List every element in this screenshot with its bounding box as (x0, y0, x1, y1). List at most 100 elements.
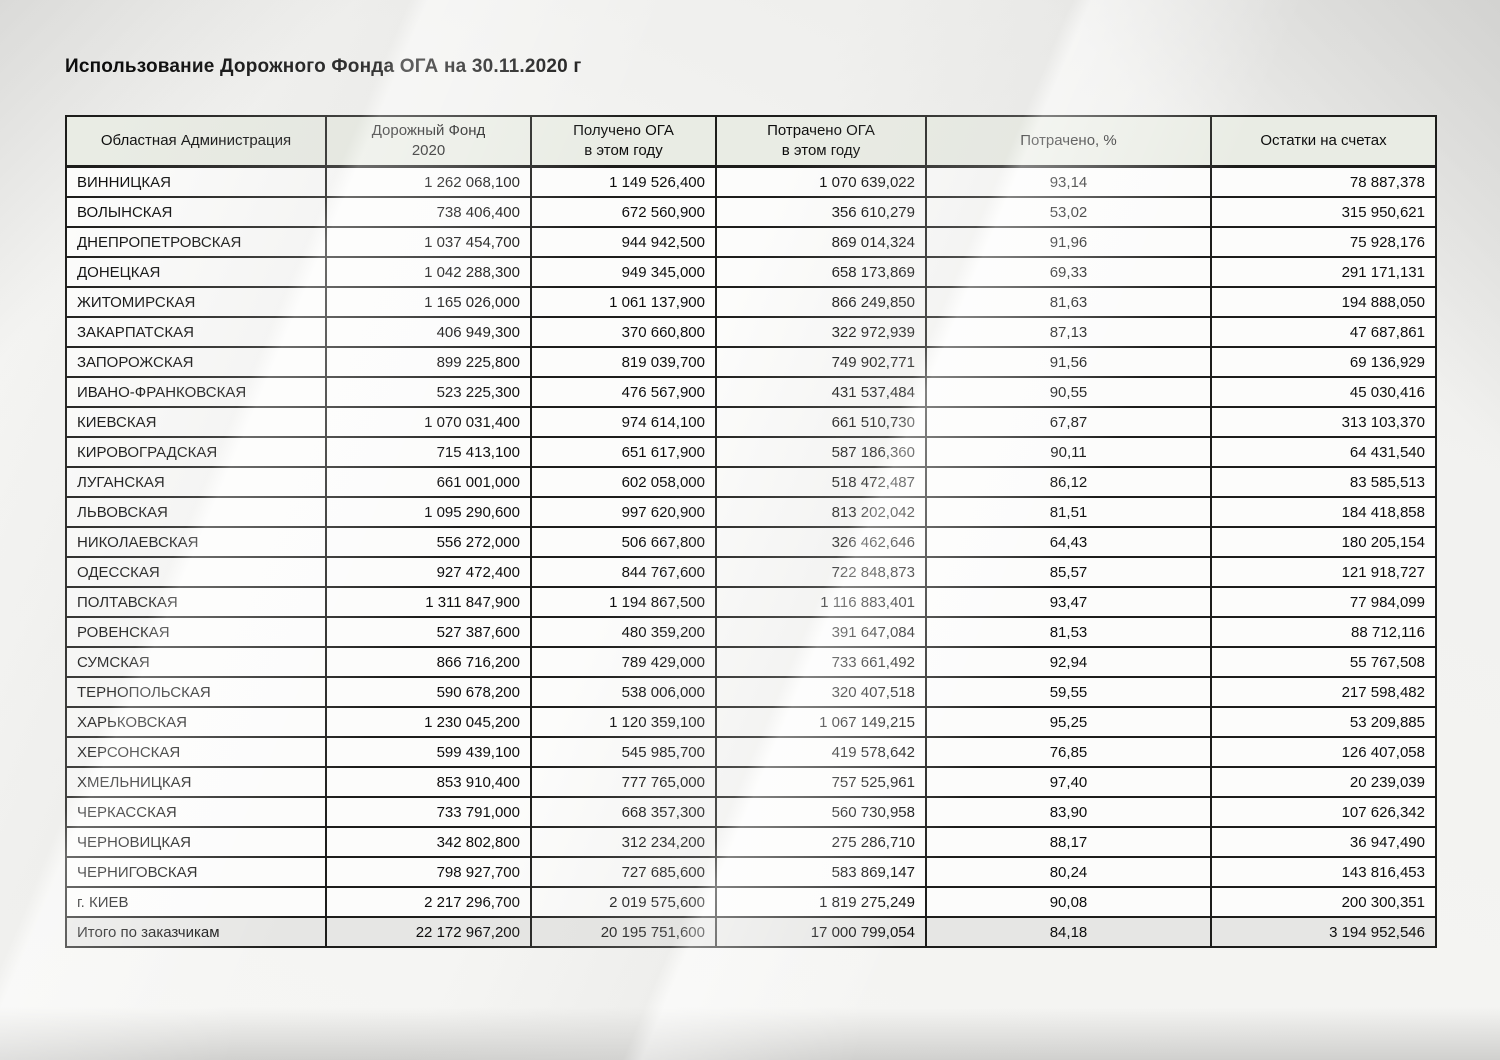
value-cell: 81,63 (925, 286, 1212, 318)
value-cell: 143 816,453 (1210, 856, 1437, 888)
value-cell: 651 617,900 (530, 436, 717, 468)
table-row: ТЕРНОПОЛЬСКАЯ 590 678,200 538 006,000 320 4… (65, 676, 1437, 708)
table-row: ЗАКАРПАТСКАЯ 406 949,300 370 660,800 322 97… (65, 316, 1437, 348)
value-cell: 1 070 031,400 (325, 406, 532, 438)
column-header-4: Потрачено ОГА в этом году (715, 115, 927, 168)
region-cell: КИЕВСКАЯ (65, 406, 327, 438)
value-cell: 1 149 526,400 (530, 165, 717, 198)
value-cell: 658 173,869 (715, 256, 927, 288)
table-row: ДНЕПРОПЕТРОВСКАЯ 1 037 454,700 944 942,500… (65, 226, 1437, 258)
value-cell: 91,56 (925, 346, 1212, 378)
value-cell: 668 357,300 (530, 796, 717, 828)
value-cell: 672 560,900 (530, 196, 717, 228)
value-cell: 59,55 (925, 676, 1212, 708)
table-row: ХМЕЛЬНИЦКАЯ 853 910,400 777 765,000 757 525… (65, 766, 1437, 798)
value-cell: 1 067 149,215 (715, 706, 927, 738)
table-row: ИВАНО-ФРАНКОВСКАЯ 523 225,300 476 567,900 4… (65, 376, 1437, 408)
value-cell: 1 311 847,900 (325, 586, 532, 618)
page-title: Использование Дорожного Фонда ОГА на 30.… (65, 56, 582, 77)
region-cell: ХМЕЛЬНИЦКАЯ (65, 766, 327, 798)
value-cell: 431 537,484 (715, 376, 927, 408)
region-cell: ДОНЕЦКАЯ (65, 256, 327, 288)
table-row: ЧЕРНИГОВСКАЯ 798 927,700 727 685,600 583 86… (65, 856, 1437, 888)
value-cell: 866 716,200 (325, 646, 532, 678)
value-cell: 518 472,487 (715, 466, 927, 498)
value-cell: 476 567,900 (530, 376, 717, 408)
value-cell: 22 172 967,200 (325, 916, 532, 948)
value-cell: 602 058,000 (530, 466, 717, 498)
value-cell: 200 300,351 (1210, 886, 1437, 918)
value-cell: 1 819 275,249 (715, 886, 927, 918)
value-cell: 545 985,700 (530, 736, 717, 768)
table-row: ДОНЕЦКАЯ 1 042 288,300 949 345,000 658 173,… (65, 256, 1437, 288)
table-body: ВИННИЦКАЯ 1 262 068,100 1 149 526,400 1 070… (65, 165, 1437, 948)
value-cell: 45 030,416 (1210, 376, 1437, 408)
table-row: ЛЬВОВСКАЯ 1 095 290,600 997 620,900 813 202… (65, 496, 1437, 528)
region-cell: ХЕРСОНСКАЯ (65, 736, 327, 768)
value-cell: 326 462,646 (715, 526, 927, 558)
table-row: г. КИЕВ 2 217 296,700 2 019 575,600 1 819 2… (65, 886, 1437, 918)
value-cell: 866 249,850 (715, 286, 927, 318)
value-cell: 64,43 (925, 526, 1212, 558)
value-cell: 320 407,518 (715, 676, 927, 708)
region-cell: РОВЕНСКАЯ (65, 616, 327, 648)
region-cell: ОДЕССКАЯ (65, 556, 327, 588)
value-cell: 1 070 639,022 (715, 165, 927, 198)
value-cell: 84,18 (925, 916, 1212, 948)
value-cell: 91,96 (925, 226, 1212, 258)
region-cell: ПОЛТАВСКАЯ (65, 586, 327, 618)
value-cell: 556 272,000 (325, 526, 532, 558)
value-cell: 974 614,100 (530, 406, 717, 438)
value-cell: 506 667,800 (530, 526, 717, 558)
value-cell: 583 869,147 (715, 856, 927, 888)
value-cell: 3 194 952,546 (1210, 916, 1437, 948)
value-cell: 1 230 045,200 (325, 706, 532, 738)
value-cell: 757 525,961 (715, 766, 927, 798)
value-cell: 1 262 068,100 (325, 165, 532, 198)
value-cell: 93,14 (925, 165, 1212, 198)
value-cell: 1 116 883,401 (715, 586, 927, 618)
value-cell: 184 418,858 (1210, 496, 1437, 528)
value-cell: 83,90 (925, 796, 1212, 828)
value-cell: 480 359,200 (530, 616, 717, 648)
value-cell: 844 767,600 (530, 556, 717, 588)
column-header-3: Получено ОГА в этом году (530, 115, 717, 168)
value-cell: 180 205,154 (1210, 526, 1437, 558)
table-row: ЗАПОРОЖСКАЯ 899 225,800 819 039,700 749 902… (65, 346, 1437, 378)
value-cell: 419 578,642 (715, 736, 927, 768)
value-cell: 97,40 (925, 766, 1212, 798)
value-cell: 69,33 (925, 256, 1212, 288)
value-cell: 560 730,958 (715, 796, 927, 828)
region-cell: СУМСКАЯ (65, 646, 327, 678)
region-cell: ЧЕРНИГОВСКАЯ (65, 856, 327, 888)
total-label-cell: Итого по заказчикам (65, 916, 327, 948)
value-cell: 275 286,710 (715, 826, 927, 858)
value-cell: 121 918,727 (1210, 556, 1437, 588)
region-cell: ЛУГАНСКАЯ (65, 466, 327, 498)
table-row: ПОЛТАВСКАЯ 1 311 847,900 1 194 867,500 1 11… (65, 586, 1437, 618)
value-cell: 798 927,700 (325, 856, 532, 888)
value-cell: 587 186,360 (715, 436, 927, 468)
value-cell: 727 685,600 (530, 856, 717, 888)
value-cell: 733 661,492 (715, 646, 927, 678)
value-cell: 17 000 799,054 (715, 916, 927, 948)
value-cell: 76,85 (925, 736, 1212, 768)
value-cell: 194 888,050 (1210, 286, 1437, 318)
value-cell: 81,53 (925, 616, 1212, 648)
value-cell: 819 039,700 (530, 346, 717, 378)
value-cell: 738 406,400 (325, 196, 532, 228)
value-cell: 749 902,771 (715, 346, 927, 378)
value-cell: 80,24 (925, 856, 1212, 888)
value-cell: 722 848,873 (715, 556, 927, 588)
region-cell: ХАРЬКОВСКАЯ (65, 706, 327, 738)
value-cell: 2 217 296,700 (325, 886, 532, 918)
value-cell: 777 765,000 (530, 766, 717, 798)
value-cell: 813 202,042 (715, 496, 927, 528)
table-header: Областная Администрация Дорожный Фонд 202… (65, 115, 1437, 168)
value-cell: 1 042 288,300 (325, 256, 532, 288)
table-row: КИЕВСКАЯ 1 070 031,400 974 614,100 661 510,… (65, 406, 1437, 438)
value-cell: 949 345,000 (530, 256, 717, 288)
value-cell: 356 610,279 (715, 196, 927, 228)
value-cell: 126 407,058 (1210, 736, 1437, 768)
value-cell: 217 598,482 (1210, 676, 1437, 708)
